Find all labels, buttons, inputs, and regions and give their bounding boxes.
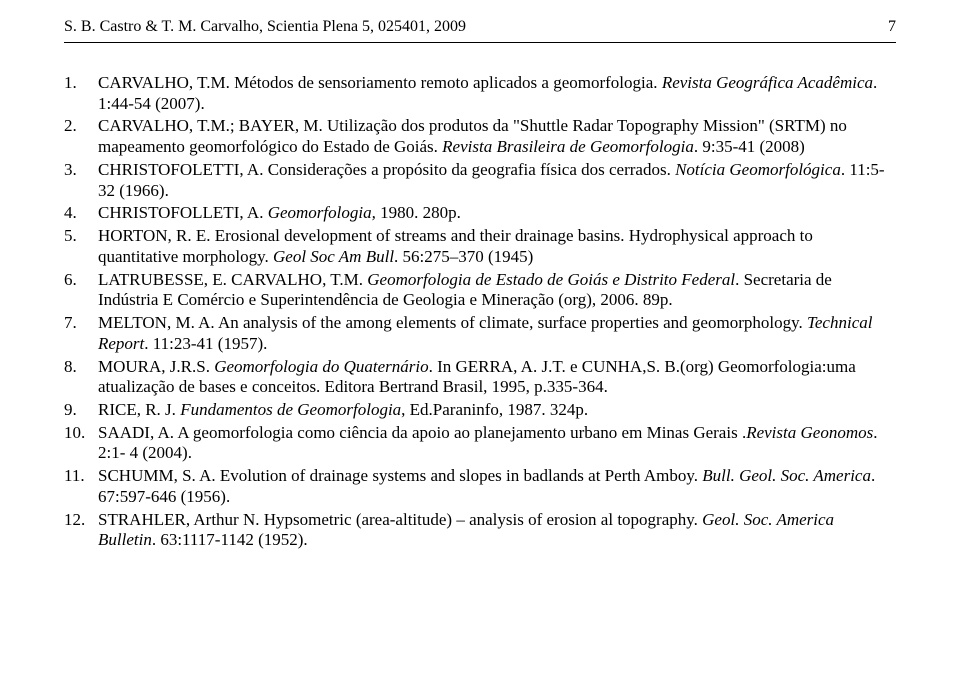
reference-item: 11. SCHUMM, S. A. Evolution of drainage … [64, 466, 896, 507]
reference-text: CARVALHO, T.M.; BAYER, M. Utilização dos… [98, 116, 896, 157]
header-left: S. B. Castro & T. M. Carvalho, Scientia … [64, 18, 466, 36]
reference-item: 10. SAADI, A. A geomorfologia como ciênc… [64, 423, 896, 464]
reference-number: 4. [64, 203, 98, 224]
reference-number: 10. [64, 423, 98, 464]
reference-number: 8. [64, 357, 98, 398]
reference-text: SAADI, A. A geomorfologia como ciência d… [98, 423, 896, 464]
reference-text: RICE, R. J. Fundamentos de Geomorfologia… [98, 400, 896, 421]
reference-item: 2. CARVALHO, T.M.; BAYER, M. Utilização … [64, 116, 896, 157]
reference-item: 5. HORTON, R. E. Erosional development o… [64, 226, 896, 267]
reference-number: 7. [64, 313, 98, 354]
reference-text: STRAHLER, Arthur N. Hypsometric (area-al… [98, 510, 896, 551]
header-rule [64, 42, 896, 43]
reference-number: 1. [64, 73, 98, 114]
reference-item: 3. CHRISTOFOLETTI, A. Considerações a pr… [64, 160, 896, 201]
reference-number: 3. [64, 160, 98, 201]
reference-number: 12. [64, 510, 98, 551]
reference-text: CHRISTOFOLLETI, A. Geomorfologia, 1980. … [98, 203, 896, 224]
reference-text: MOURA, J.R.S. Geomorfologia do Quaternár… [98, 357, 896, 398]
reference-item: 12. STRAHLER, Arthur N. Hypsometric (are… [64, 510, 896, 551]
reference-text: HORTON, R. E. Erosional development of s… [98, 226, 896, 267]
reference-number: 5. [64, 226, 98, 267]
reference-number: 9. [64, 400, 98, 421]
reference-text: CHRISTOFOLETTI, A. Considerações a propó… [98, 160, 896, 201]
reference-item: 8. MOURA, J.R.S. Geomorfologia do Quater… [64, 357, 896, 398]
reference-text: LATRUBESSE, E. CARVALHO, T.M. Geomorfolo… [98, 270, 896, 311]
reference-item: 1. CARVALHO, T.M. Métodos de sensoriamen… [64, 73, 896, 114]
reference-list: 1. CARVALHO, T.M. Métodos de sensoriamen… [64, 73, 896, 551]
reference-item: 4. CHRISTOFOLLETI, A. Geomorfologia, 198… [64, 203, 896, 224]
reference-item: 9. RICE, R. J. Fundamentos de Geomorfolo… [64, 400, 896, 421]
running-header: S. B. Castro & T. M. Carvalho, Scientia … [64, 18, 896, 36]
reference-item: 6. LATRUBESSE, E. CARVALHO, T.M. Geomorf… [64, 270, 896, 311]
reference-number: 6. [64, 270, 98, 311]
reference-number: 2. [64, 116, 98, 157]
reference-text: CARVALHO, T.M. Métodos de sensoriamento … [98, 73, 896, 114]
header-page-number: 7 [888, 18, 896, 36]
page-container: S. B. Castro & T. M. Carvalho, Scientia … [0, 0, 960, 551]
reference-number: 11. [64, 466, 98, 507]
reference-item: 7. MELTON, M. A. An analysis of the amon… [64, 313, 896, 354]
reference-text: MELTON, M. A. An analysis of the among e… [98, 313, 896, 354]
reference-text: SCHUMM, S. A. Evolution of drainage syst… [98, 466, 896, 507]
